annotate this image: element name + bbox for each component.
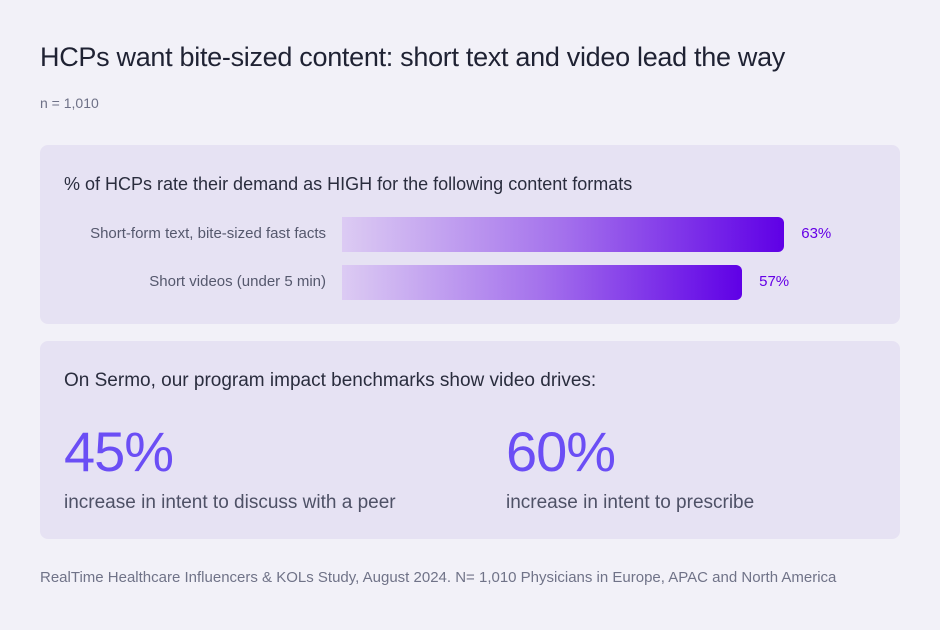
chart-title: % of HCPs rate their demand as HIGH for …	[64, 174, 633, 194]
source-note: RealTime Healthcare Influencers & KOLs S…	[40, 569, 837, 586]
bar	[342, 265, 743, 300]
stat-value: 45%	[64, 420, 174, 483]
bar-value-label: 63%	[801, 225, 832, 242]
chart-panel: % of HCPs rate their demand as HIGH for …	[40, 145, 900, 324]
stat-value: 60%	[506, 420, 616, 483]
sample-size: n = 1,010	[40, 95, 99, 111]
stat-label: increase in intent to discuss with a pee…	[64, 492, 396, 513]
bar-label: Short-form text, bite-sized fast facts	[90, 225, 326, 242]
bar	[342, 217, 785, 252]
bar-value-label: 57%	[759, 273, 790, 290]
benchmarks-panel: On Sermo, our program impact benchmarks …	[40, 341, 900, 539]
stat-label: increase in intent to prescribe	[506, 492, 755, 513]
bar-label: Short videos (under 5 min)	[149, 273, 326, 290]
page-title: HCPs want bite-sized content: short text…	[40, 42, 786, 72]
benchmarks-title: On Sermo, our program impact benchmarks …	[64, 370, 597, 391]
